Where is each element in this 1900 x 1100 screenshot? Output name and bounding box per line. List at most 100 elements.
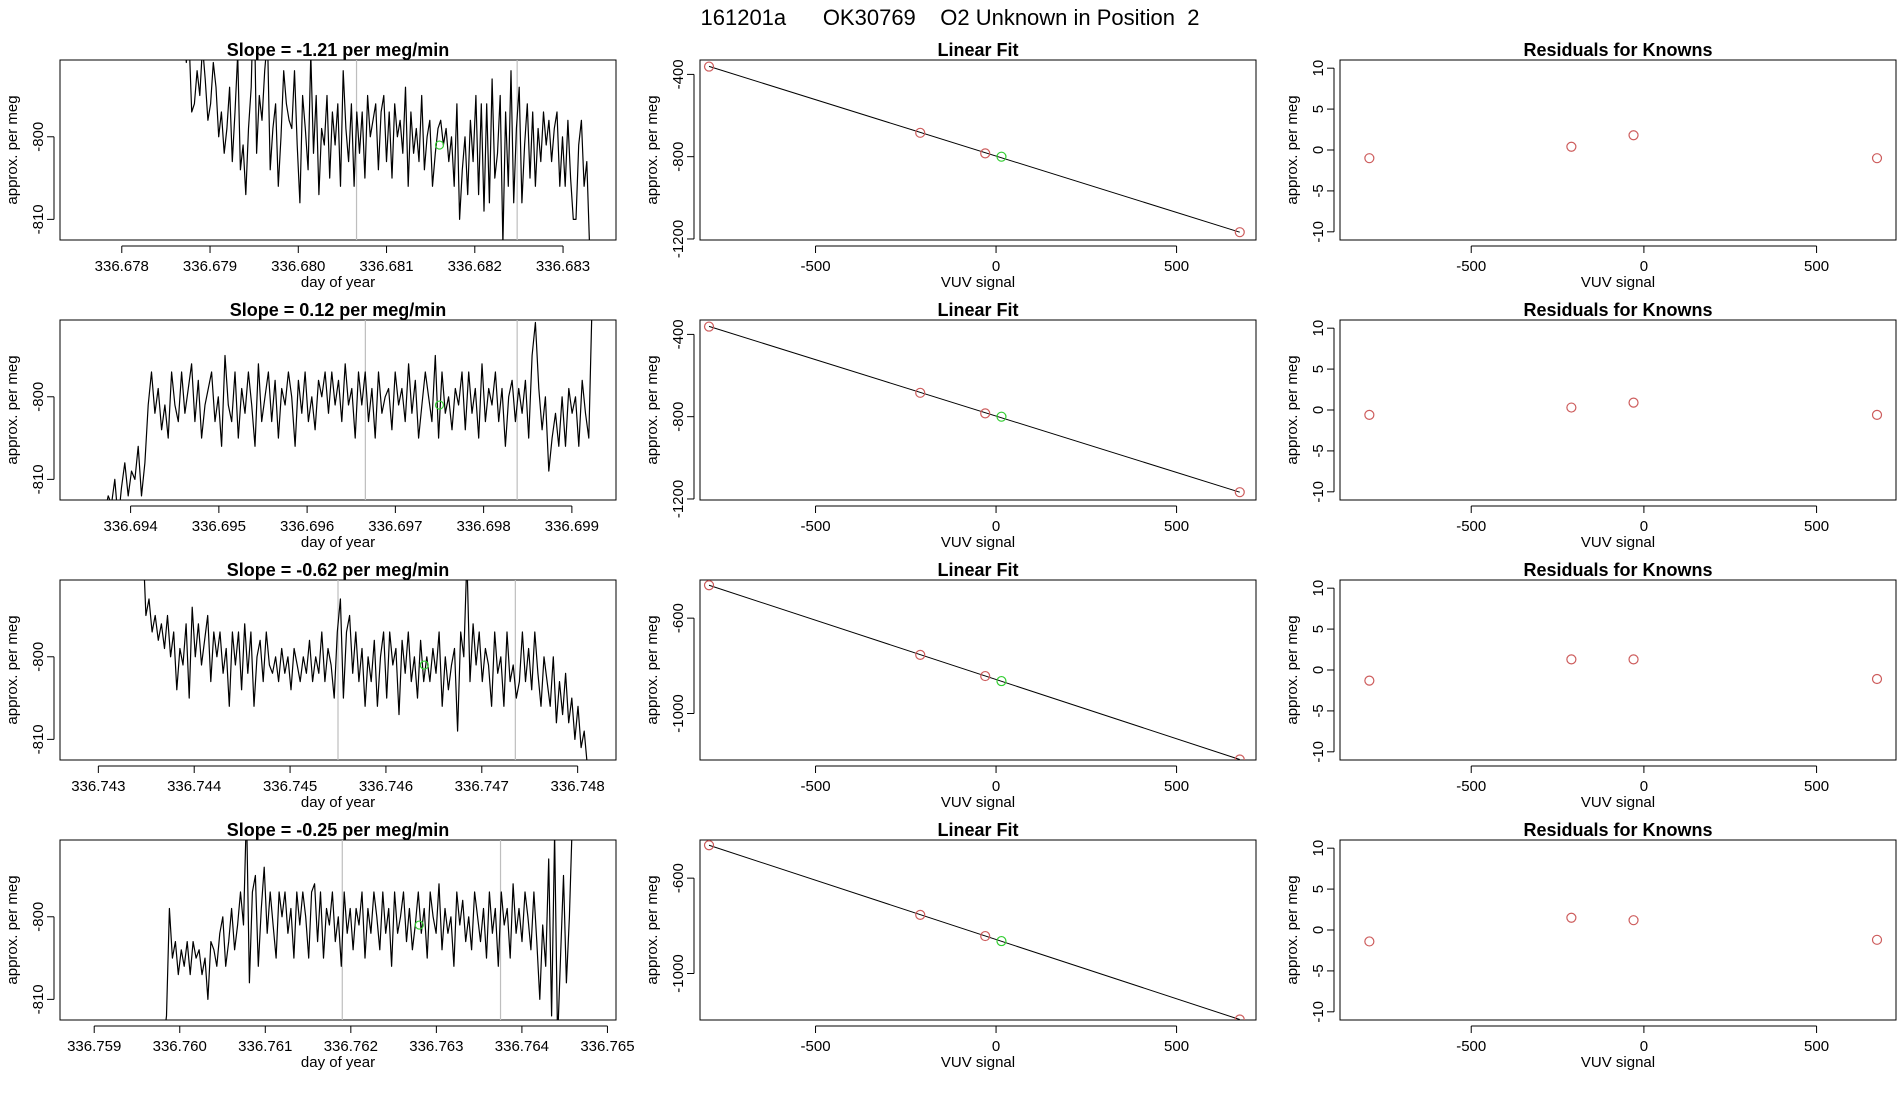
- residuals-3-residual-point: [1871, 673, 1883, 685]
- page-title: 161201a OK30769 O2 Unknown in Position 2: [701, 5, 1200, 30]
- linear-fit-1-known-point: [915, 127, 926, 138]
- residuals-3-plot-area: [1364, 654, 1883, 686]
- linear-fit-4: Linear Fit -500 0 500 VUV signal -600 -1000 app…: [644, 820, 1257, 1071]
- residuals-3-x-tick-label: -500: [1456, 778, 1486, 795]
- linear-fit-2-unknown-point: [996, 411, 1007, 422]
- linear-fit-1-y-tick-label: -400: [670, 59, 687, 89]
- residuals-4-residual-point: [1566, 912, 1577, 923]
- time-series-3-x-tick-label: 336.745: [263, 778, 317, 795]
- linear-fit-1-plot-area: [703, 61, 1245, 238]
- linear-fit-2-known-point: [1234, 487, 1245, 498]
- time-series-3-plot-area: [143, 580, 588, 760]
- linear-fit-1-title: Linear Fit: [937, 40, 1018, 60]
- time-series-3-title: Slope = -0.62 per meg/min: [227, 560, 450, 580]
- residuals-1-x-tick-label: 0: [1640, 258, 1648, 275]
- linear-fit-4-known-point: [980, 930, 991, 942]
- linear-fit-3-plot-area: [703, 580, 1245, 760]
- time-series-4-x-tick-label: 336.760: [153, 1038, 207, 1055]
- residuals-4-y-label: approx. per meg: [1284, 875, 1301, 984]
- time-series-2-series-line: [106, 320, 593, 500]
- linear-fit-3-unknown-point: [996, 675, 1007, 687]
- time-series-1-x-label: day of year: [301, 274, 375, 291]
- time-series-1-x-tick-label: 336.683: [536, 258, 590, 275]
- time-series-1-frame: [59, 59, 617, 241]
- residuals-4-x-tick-label: 500: [1804, 1038, 1829, 1055]
- time-series-1-title: Slope = -1.21 per meg/min: [227, 40, 450, 60]
- residuals-2-x-tick-label: -500: [1456, 518, 1486, 535]
- linear-fit-1-y-tick-label: -1200: [670, 220, 687, 258]
- time-series-1-unknown-point: [434, 140, 445, 150]
- residuals-3-y-tick-label: 10: [1310, 580, 1327, 597]
- linear-fit-3-known-point: [703, 580, 715, 591]
- linear-fit-1-x-tick-label: 0: [992, 258, 1000, 275]
- time-series-4-x-label: day of year: [301, 1054, 375, 1071]
- residuals-2-y-tick-label: -10: [1310, 481, 1327, 503]
- residuals-2-y-tick-label: 0: [1310, 406, 1327, 414]
- time-series-4-unknown-point: [414, 920, 424, 930]
- residuals-4-x-label: VUV signal: [1581, 1054, 1655, 1071]
- residuals-3-y-tick-label: 5: [1310, 625, 1327, 633]
- residuals-4-frame: [1339, 839, 1897, 1021]
- time-series-2-x-tick-label: 336.697: [368, 518, 422, 535]
- linear-fit-1-known-point: [703, 61, 715, 72]
- residuals-4-y-tick-label: -5: [1310, 964, 1327, 977]
- time-series-1-x-tick-label: 336.678: [95, 258, 149, 275]
- residuals-1-plot-area: [1364, 130, 1883, 164]
- linear-fit-3-known-point: [915, 649, 926, 660]
- linear-fit-4-fit-line: [708, 844, 1240, 1020]
- linear-fit-3-title: Linear Fit: [937, 560, 1018, 580]
- time-series-4-plot-area: [165, 840, 573, 1020]
- time-series-1-y-tick-label: -810: [30, 204, 47, 234]
- time-series-4-frame: [59, 839, 617, 1021]
- linear-fit-2-x-tick-label: 0: [992, 518, 1000, 535]
- time-series-3-y-tick-label: -800: [30, 642, 47, 672]
- residuals-1-y-tick-label: 5: [1310, 105, 1327, 113]
- time-series-3-y-label: approx. per meg: [4, 615, 21, 724]
- linear-fit-1-x-label: VUV signal: [941, 274, 1015, 291]
- residuals-4-y-tick-label: 5: [1310, 885, 1327, 893]
- residuals-3-residual-point: [1628, 654, 1639, 665]
- residuals-1-y-tick-label: 10: [1310, 60, 1327, 77]
- residuals-3-y-tick-label: -5: [1310, 704, 1327, 717]
- residuals-2-title: Residuals for Knowns: [1523, 300, 1712, 320]
- time-series-4-x-tick-label: 336.762: [324, 1038, 378, 1055]
- linear-fit-4-y-tick-label: -600: [670, 863, 687, 893]
- time-series-3-series-line: [143, 580, 588, 760]
- time-series-4-x-tick-label: 336.761: [238, 1038, 292, 1055]
- residuals-1-frame: [1339, 59, 1897, 241]
- residuals-4-residual-point: [1628, 915, 1639, 926]
- time-series-3-x-label: day of year: [301, 794, 375, 811]
- residuals-4-y-tick-label: 10: [1310, 840, 1327, 857]
- time-series-1-plot-area: [185, 60, 590, 240]
- time-series-4-x-tick-label: 336.764: [495, 1038, 549, 1055]
- linear-fit-2-fit-line: [708, 325, 1240, 493]
- residuals-1-residual-point: [1566, 141, 1577, 152]
- linear-fit-4-known-point: [1234, 1014, 1245, 1020]
- residuals-3: Residuals for Knowns -500 0 500 VUV signal 10…: [1284, 560, 1897, 811]
- time-series-1-y-tick-label: -800: [30, 122, 47, 152]
- linear-fit-3-x-label: VUV signal: [941, 794, 1015, 811]
- time-series-3-x-tick-label: 336.747: [455, 778, 509, 795]
- time-series-2-x-label: day of year: [301, 534, 375, 551]
- residuals-2-plot-area: [1364, 397, 1883, 421]
- time-series-3: Slope = -0.62 per meg/min 336.743 336.744 3…: [4, 560, 617, 811]
- residuals-1: Residuals for Knowns -500 0 500 VUV signal 10…: [1284, 40, 1897, 291]
- linear-fit-3-x-tick-label: 0: [992, 778, 1000, 795]
- residuals-2: Residuals for Knowns -500 0 500 VUV signal 10…: [1284, 300, 1897, 551]
- time-series-3-x-tick-label: 336.744: [167, 778, 221, 795]
- linear-fit-2-x-tick-label: -500: [801, 518, 831, 535]
- residuals-2-y-tick-label: 10: [1310, 320, 1327, 337]
- time-series-4-title: Slope = -0.25 per meg/min: [227, 820, 450, 840]
- linear-fit-3-y-label: approx. per meg: [644, 615, 661, 724]
- residuals-2-residual-point: [1566, 402, 1577, 413]
- residuals-3-x-label: VUV signal: [1581, 794, 1655, 811]
- time-series-2-title: Slope = 0.12 per meg/min: [230, 300, 447, 320]
- residuals-2-x-tick-label: 0: [1640, 518, 1648, 535]
- residuals-4: Residuals for Knowns -500 0 500 VUV signal 10…: [1284, 820, 1897, 1071]
- linear-fit-3: Linear Fit -500 0 500 VUV signal -600 -1000 app…: [644, 560, 1257, 811]
- linear-fit-1-y-label: approx. per meg: [644, 95, 661, 204]
- linear-fit-4-x-label: VUV signal: [941, 1054, 1015, 1071]
- linear-fit-3-frame: [699, 579, 1257, 761]
- linear-fit-2-x-label: VUV signal: [941, 534, 1015, 551]
